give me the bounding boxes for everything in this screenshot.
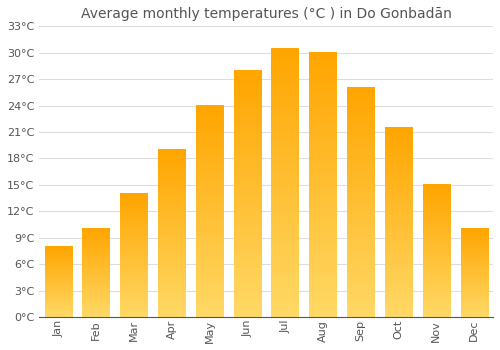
Title: Average monthly temperatures (°C ) in Do Gonbadān: Average monthly temperatures (°C ) in Do… — [80, 7, 452, 21]
